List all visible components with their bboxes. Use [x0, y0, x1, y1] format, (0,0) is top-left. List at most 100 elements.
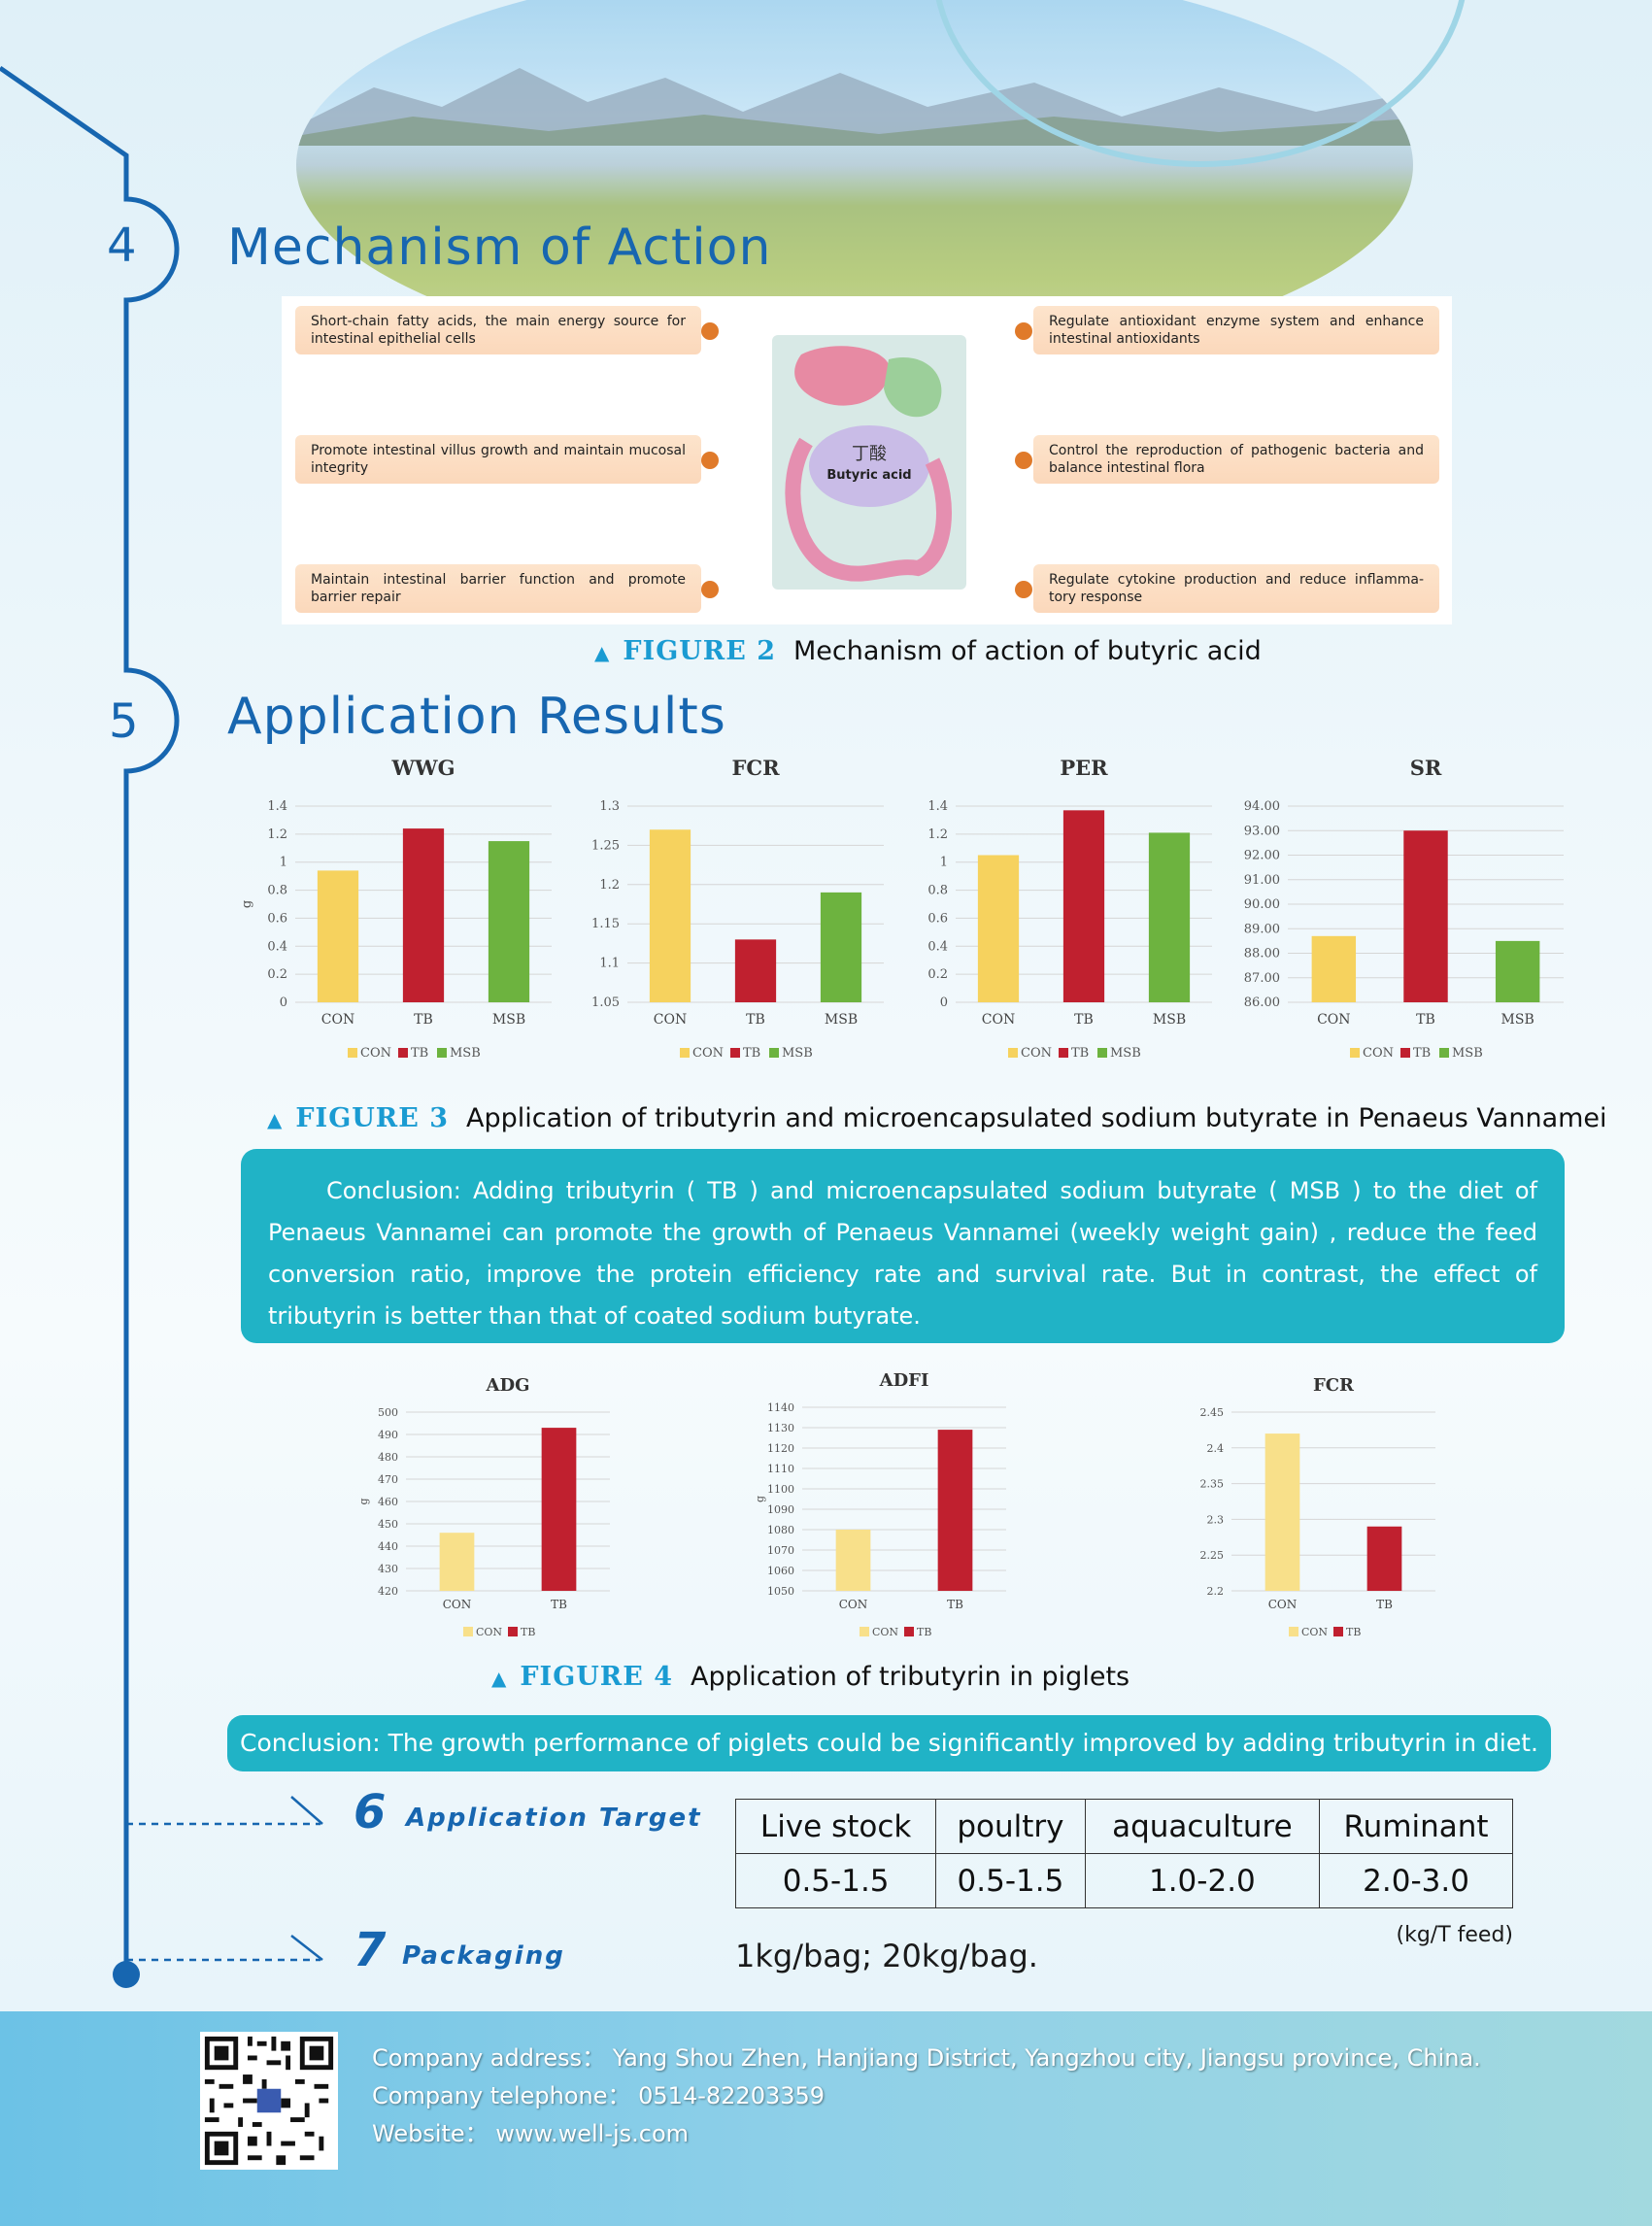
bullet-dot [701, 322, 719, 340]
x-tick-label: TB [1074, 1012, 1094, 1028]
x-tick-label: CON [839, 1598, 868, 1611]
y-tick-label: 0.6 [927, 911, 948, 926]
mechanism-diagram: Short-chain fatty acids, the main energy… [282, 296, 1452, 624]
y-axis-label: g [357, 1498, 370, 1504]
legend-swatch [904, 1627, 914, 1636]
figure-caption: ▲ FIGURE 3 Application of tributyrin and m… [267, 1103, 1607, 1133]
y-tick-label: 500 [378, 1406, 398, 1419]
mechanism-item: Short-chain fatty acids, the main energy… [295, 306, 701, 354]
y-tick-label: 2.35 [1200, 1478, 1225, 1491]
bar-tb [734, 939, 777, 1002]
y-tick-label: 0.8 [267, 884, 287, 898]
y-tick-label: 90.00 [1244, 897, 1280, 912]
y-tick-label: 91.00 [1244, 873, 1280, 888]
section-connector [126, 1935, 323, 1962]
bar-con [1264, 1433, 1300, 1591]
y-tick-label: 490 [378, 1429, 398, 1441]
mechanism-item: Regulate cytokine production and reduce … [1033, 564, 1439, 613]
chart-title: FCR [1313, 1375, 1355, 1396]
qr-code-icon[interactable] [200, 2032, 338, 2170]
chart-title: PER [1060, 756, 1108, 780]
unit-label: (kg/T feed) [1396, 1923, 1514, 1947]
y-tick-label: 440 [378, 1540, 398, 1553]
bar-con [649, 829, 691, 1002]
center-label-cn: 丁酸 [852, 444, 887, 464]
conclusion-box: Conclusion: The growth performance of pi… [227, 1715, 1551, 1771]
legend-swatch [1097, 1048, 1107, 1058]
x-tick-label: CON [982, 1012, 1015, 1028]
table-cell: 2.0-3.0 [1319, 1853, 1513, 1908]
y-tick-label: 460 [378, 1496, 398, 1508]
legend-swatch [463, 1627, 473, 1636]
y-tick-label: 1050 [767, 1585, 794, 1598]
y-tick-label: 1.2 [599, 878, 620, 893]
company-address: Company address： Yang Shou Zhen, Hanjian… [372, 2044, 1481, 2072]
legend-swatch [860, 1627, 869, 1636]
figure-caption-text: Application of tributyrin and microencap… [466, 1103, 1607, 1133]
legend-swatch [1400, 1048, 1410, 1058]
table-header-cell: poultry [935, 1799, 1086, 1854]
section-title: Packaging [402, 1941, 565, 1971]
legend-label: CON [1021, 1046, 1052, 1061]
x-tick-label: TB [947, 1598, 963, 1611]
chart-title: SR [1410, 756, 1442, 780]
triangle-icon: ▲ [267, 1108, 283, 1131]
bullet-dot [701, 581, 719, 598]
y-tick-label: 1.4 [927, 799, 948, 814]
bar-tb [1062, 810, 1105, 1002]
center-label-en: Butyric acid [826, 468, 911, 483]
y-tick-label: 0.4 [927, 939, 948, 954]
figure-label: FIGURE 2 [623, 636, 776, 666]
y-tick-label: 1.15 [591, 917, 620, 931]
table-row: Live stock poultry aquaculture Ruminant [734, 1799, 1513, 1854]
y-tick-label: 1080 [767, 1524, 794, 1536]
y-tick-label: 470 [378, 1473, 398, 1486]
y-tick-label: 1140 [767, 1401, 794, 1414]
legend-swatch [680, 1048, 690, 1058]
table-row: 0.5-1.5 0.5-1.5 1.0-2.0 2.0-3.0 [734, 1853, 1513, 1908]
y-tick-label: 0.4 [267, 939, 287, 954]
mechanism-item: Promote intestinal villus growth and mai… [295, 435, 701, 484]
legend-label: CON [692, 1046, 724, 1061]
y-tick-label: 92.00 [1244, 849, 1280, 863]
x-tick-label: MSB [492, 1012, 525, 1028]
y-tick-label: 0 [280, 995, 287, 1010]
x-tick-label: MSB [1153, 1012, 1186, 1028]
bullet-dot [1015, 322, 1032, 340]
conclusion-box: Conclusion: Adding tributyrin ( TB ) and… [241, 1149, 1565, 1343]
y-tick-label: 89.00 [1244, 922, 1280, 936]
legend-label: TB [521, 1626, 535, 1638]
legend-swatch [1008, 1048, 1018, 1058]
table-cell: 0.5-1.5 [935, 1853, 1086, 1908]
y-tick-label: 1.3 [599, 799, 620, 814]
legend-swatch [1289, 1627, 1298, 1636]
figure-caption: ▲ FIGURE 2 Mechanism of action of butyric … [594, 636, 1262, 666]
chart-wwg: WWG 0 0.2 0.4 0.6 0.8 1 1.2 1.4 g CON TB MSB CON TB MSB [240, 756, 552, 1061]
x-tick-label: CON [321, 1012, 354, 1028]
y-tick-label: 1.1 [599, 957, 620, 971]
bullet-dot [701, 452, 719, 469]
y-tick-label: 1.05 [591, 995, 620, 1010]
x-tick-label: TB [414, 1012, 433, 1028]
chart-per: PER 0 0.2 0.4 0.6 0.8 1 1.2 1.4 CON TB MSB CON TB MSB [927, 756, 1212, 1061]
y-tick-label: 0 [940, 995, 948, 1010]
chart-sr: SR 86.00 87.00 88.00 89.00 90.00 91.00 92.00 93.… [1244, 756, 1564, 1061]
company-website[interactable]: Website： www.well-js.com [372, 2120, 690, 2147]
legend-swatch [730, 1048, 740, 1058]
legend-label: MSB [1110, 1046, 1141, 1061]
bar-con [439, 1533, 475, 1591]
y-tick-label: 87.00 [1244, 971, 1280, 986]
legend-swatch [437, 1048, 447, 1058]
mechanism-item: Control the reproduction of pathogenic b… [1033, 435, 1439, 484]
section-number: 4 [107, 219, 137, 273]
bar-msb [1495, 940, 1540, 1002]
bar-tb [1366, 1526, 1402, 1591]
legend-swatch [348, 1048, 357, 1058]
y-tick-label: 1110 [767, 1463, 794, 1475]
y-axis-label: g [754, 1496, 766, 1502]
y-tick-label: 94.00 [1244, 799, 1280, 814]
table-header-cell: Ruminant [1319, 1799, 1513, 1854]
table-header-cell: aquaculture [1084, 1799, 1321, 1854]
y-tick-label: 88.00 [1244, 947, 1280, 961]
y-tick-label: 1100 [767, 1483, 794, 1496]
